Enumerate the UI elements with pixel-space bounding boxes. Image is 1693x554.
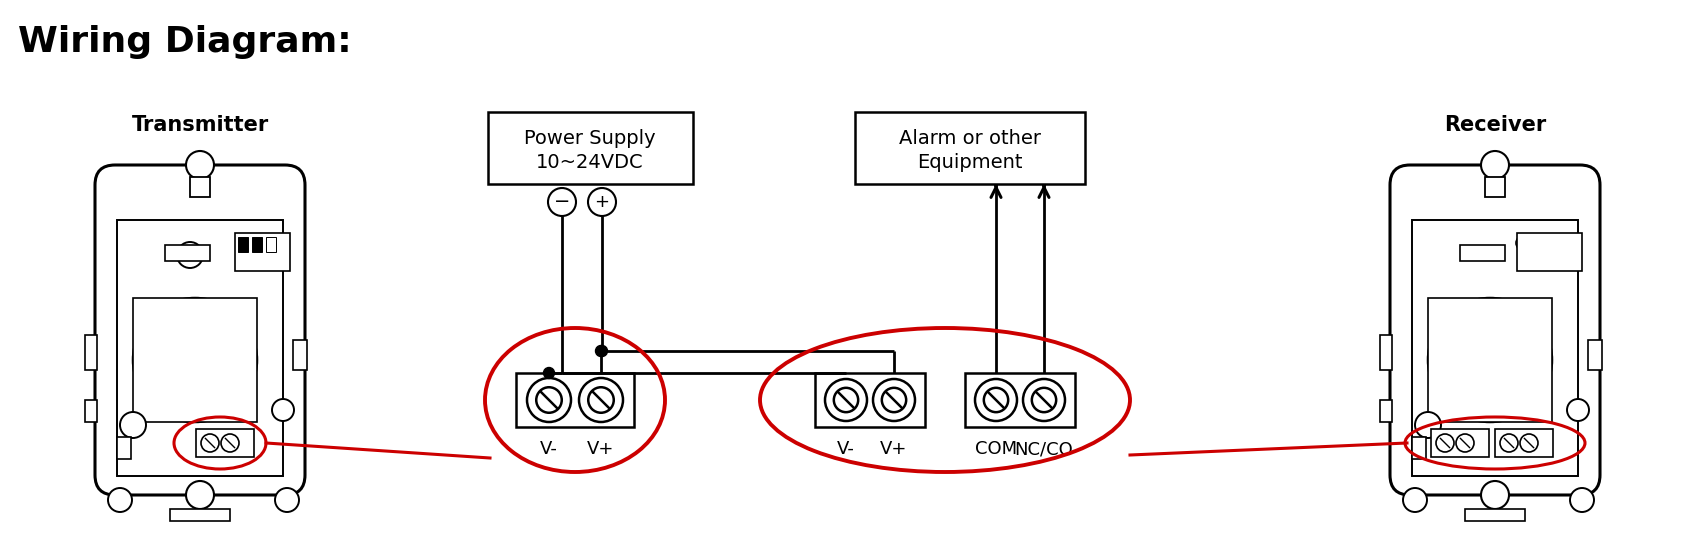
Bar xyxy=(1495,429,1552,457)
Bar xyxy=(1380,335,1392,370)
Circle shape xyxy=(1547,236,1563,250)
Circle shape xyxy=(222,434,239,452)
Text: Equipment: Equipment xyxy=(918,152,1023,172)
Circle shape xyxy=(596,346,606,357)
Circle shape xyxy=(1568,399,1590,421)
Circle shape xyxy=(1500,434,1519,452)
Text: V+: V+ xyxy=(587,440,615,458)
Circle shape xyxy=(273,399,295,421)
Bar xyxy=(1412,220,1578,476)
Bar xyxy=(1459,245,1505,261)
Circle shape xyxy=(108,488,132,512)
Bar xyxy=(855,112,1085,184)
Bar xyxy=(488,112,692,184)
Text: Power Supply: Power Supply xyxy=(525,130,655,148)
Bar xyxy=(117,437,130,459)
Circle shape xyxy=(984,388,1007,412)
Text: Receiver: Receiver xyxy=(1444,115,1546,135)
Bar xyxy=(169,509,230,521)
Circle shape xyxy=(1481,151,1508,179)
Bar xyxy=(1427,298,1552,422)
Circle shape xyxy=(537,387,562,413)
Circle shape xyxy=(1520,434,1537,452)
Bar xyxy=(239,237,247,252)
Bar xyxy=(1412,437,1426,459)
FancyBboxPatch shape xyxy=(1390,165,1600,495)
Circle shape xyxy=(824,379,867,421)
Circle shape xyxy=(543,367,555,378)
Circle shape xyxy=(587,188,616,216)
Circle shape xyxy=(587,387,615,413)
Bar xyxy=(516,373,633,427)
Circle shape xyxy=(1481,481,1508,509)
Circle shape xyxy=(1515,236,1530,250)
Circle shape xyxy=(1569,488,1595,512)
Circle shape xyxy=(1023,379,1065,421)
Circle shape xyxy=(134,298,257,422)
Circle shape xyxy=(178,242,203,268)
Circle shape xyxy=(1532,236,1546,250)
Text: V-: V- xyxy=(540,440,559,458)
Text: Transmitter: Transmitter xyxy=(132,115,269,135)
Circle shape xyxy=(201,434,218,452)
Circle shape xyxy=(882,388,906,412)
Circle shape xyxy=(874,379,914,421)
Circle shape xyxy=(1456,434,1475,452)
Text: V-: V- xyxy=(836,440,855,458)
Circle shape xyxy=(975,379,1017,421)
Circle shape xyxy=(1415,412,1441,438)
Bar xyxy=(1588,340,1602,370)
Bar xyxy=(1464,509,1525,521)
Circle shape xyxy=(186,481,213,509)
Bar xyxy=(134,298,257,422)
Bar xyxy=(1431,429,1490,457)
Bar xyxy=(1485,177,1505,197)
FancyBboxPatch shape xyxy=(95,165,305,495)
Text: Alarm or other: Alarm or other xyxy=(899,130,1041,148)
Text: NC/CO: NC/CO xyxy=(1014,440,1073,458)
Text: COM: COM xyxy=(975,440,1017,458)
Circle shape xyxy=(1427,298,1552,422)
Bar xyxy=(164,245,210,261)
Circle shape xyxy=(596,346,608,357)
Text: +: + xyxy=(594,193,609,211)
Circle shape xyxy=(835,388,858,412)
Bar xyxy=(814,373,924,427)
Circle shape xyxy=(120,412,146,438)
Circle shape xyxy=(549,188,576,216)
Text: 10~24VDC: 10~24VDC xyxy=(537,152,643,172)
Bar xyxy=(117,220,283,476)
Bar xyxy=(85,400,97,422)
Bar xyxy=(266,237,276,252)
Circle shape xyxy=(579,378,623,422)
Bar xyxy=(252,237,262,252)
Circle shape xyxy=(1436,434,1454,452)
Circle shape xyxy=(186,151,213,179)
Circle shape xyxy=(274,488,300,512)
Bar xyxy=(85,335,97,370)
Circle shape xyxy=(1031,388,1056,412)
Bar xyxy=(235,233,290,271)
Bar xyxy=(293,340,306,370)
Bar xyxy=(196,429,254,457)
Bar xyxy=(1517,233,1581,271)
Circle shape xyxy=(527,378,571,422)
Circle shape xyxy=(1403,488,1427,512)
Bar xyxy=(190,177,210,197)
Bar xyxy=(965,373,1075,427)
Bar xyxy=(1380,400,1392,422)
Text: V+: V+ xyxy=(880,440,907,458)
Text: Wiring Diagram:: Wiring Diagram: xyxy=(19,25,352,59)
Text: −: − xyxy=(554,192,571,212)
